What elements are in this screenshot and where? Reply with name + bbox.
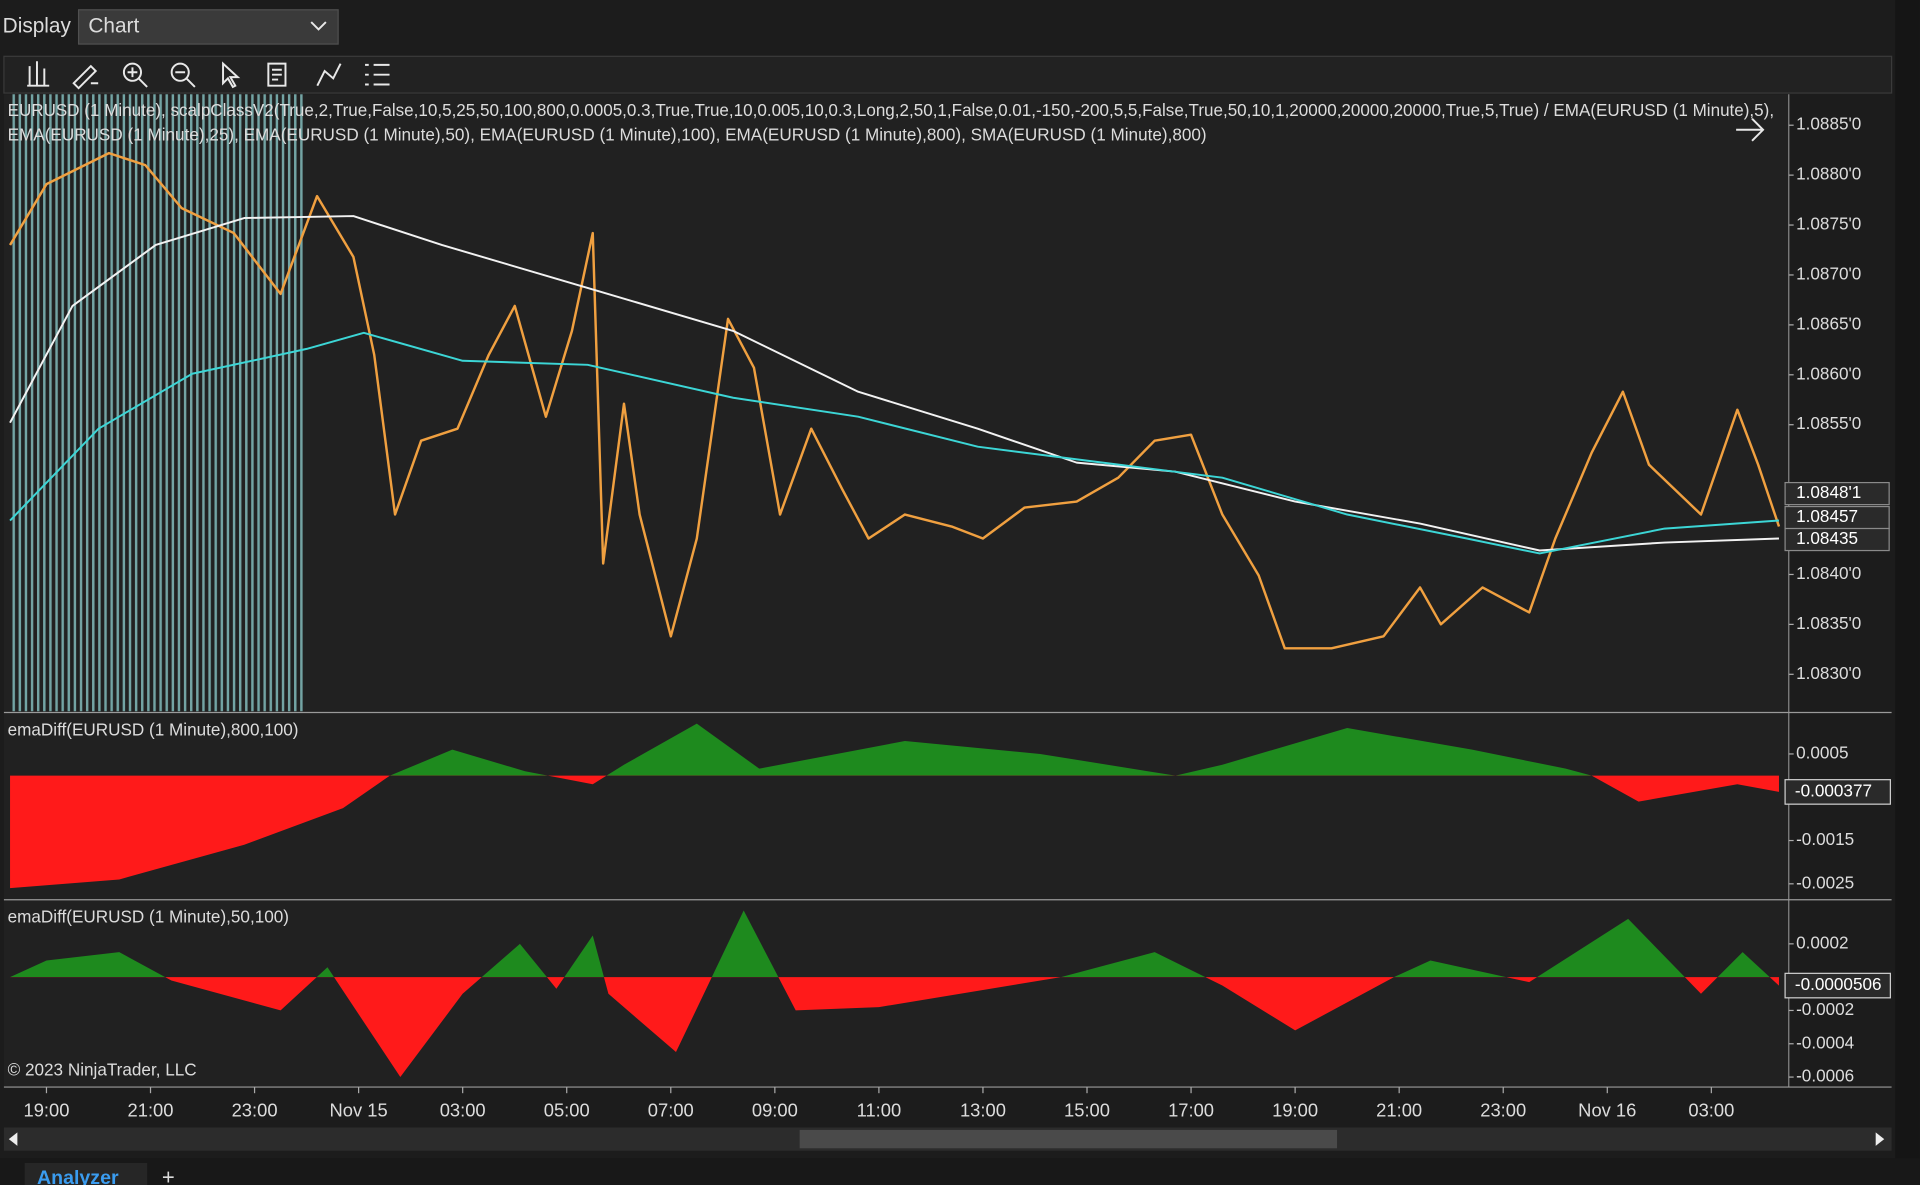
tab[interactable] — [24, 1162, 148, 1185]
y-tick-label: 0.0002 — [1796, 932, 1848, 952]
last-value-box — [1784, 972, 1891, 999]
y-tick-label: -0.0006 — [1796, 1066, 1854, 1086]
y-tick-label: -0.0015 — [1796, 829, 1854, 849]
scroll-left[interactable] — [8, 1132, 18, 1146]
y-tick-label: 1.0880'0 — [1796, 164, 1861, 184]
y-tick-label: 1.0870'0 — [1796, 263, 1861, 283]
display-dropdown[interactable] — [77, 9, 339, 45]
y-tick-label: 1.0840'0 — [1796, 563, 1861, 583]
x-tick-label: 09:00 — [752, 1099, 798, 1120]
last-value-label: 1.0848'1 — [1796, 482, 1861, 502]
add-tab[interactable]: + — [162, 1165, 175, 1185]
dropdown-chevron — [310, 21, 327, 31]
x-tick-label: 05:00 — [544, 1099, 590, 1120]
x-tick-label: 17:00 — [1168, 1099, 1214, 1120]
x-tick-label: 23:00 — [1480, 1099, 1526, 1120]
x-tick-label: Nov 15 — [330, 1099, 388, 1120]
last-value-box — [1784, 481, 1890, 506]
chart-toolbar — [3, 55, 1893, 94]
price-line — [8, 151, 1781, 650]
indicator-area — [10, 910, 1779, 1078]
x-tick-label: 03:00 — [1688, 1099, 1734, 1120]
tab-label[interactable]: Analyzer — [37, 1167, 119, 1185]
chart-title: EURUSD (1 Minute), scalpClassV2(True,2,T… — [8, 100, 1774, 120]
x-tick-label: 19:00 — [1272, 1099, 1318, 1120]
last-value-box — [1784, 779, 1891, 805]
price-axis-area — [1788, 94, 1892, 1088]
y-tick-label: -0.0025 — [1796, 872, 1854, 892]
pointer-icon[interactable] — [222, 61, 241, 89]
copyright: © 2023 NinjaTrader, LLC — [8, 1060, 197, 1080]
window-edge — [1895, 0, 1920, 1185]
x-tick-label: 03:00 — [440, 1099, 486, 1120]
x-tick-label: 11:00 — [857, 1099, 902, 1120]
bars-icon[interactable] — [27, 61, 50, 87]
y-tick-label: -0.0004 — [1796, 1032, 1855, 1052]
y-tick-label: 1.0885'0 — [1796, 114, 1861, 134]
last-value-label: 1.08457 — [1796, 506, 1858, 526]
x-tick-label: 15:00 — [1064, 1099, 1110, 1120]
strategy-icon[interactable] — [316, 63, 342, 87]
last-value-label: -0.000377 — [1795, 780, 1872, 800]
scrollbar-thumb[interactable] — [799, 1129, 1338, 1149]
indicator-area — [10, 723, 1779, 889]
draw-icon[interactable] — [72, 64, 99, 90]
data-box-icon[interactable] — [267, 62, 287, 87]
properties-icon[interactable] — [365, 63, 390, 86]
scroll-right[interactable] — [1875, 1132, 1885, 1146]
tab-bar — [0, 1158, 1920, 1185]
display-value: Chart — [88, 14, 139, 37]
x-tick-label: 13:00 — [960, 1099, 1006, 1120]
panel-title: emaDiff(EURUSD (1 Minute),50,100) — [8, 907, 289, 927]
y-tick-label: -0.0002 — [1796, 999, 1854, 1019]
y-tick-label: 1.0830'0 — [1796, 663, 1861, 683]
y-tick-label: 1.0875'0 — [1796, 214, 1861, 234]
zoom-in-glyph — [127, 67, 148, 88]
x-tick-label: 21:00 — [1376, 1099, 1422, 1120]
price-line — [9, 215, 1780, 552]
last-value-box — [1784, 527, 1890, 552]
scroll-right-arrow[interactable] — [1736, 118, 1765, 142]
x-tick-label: 23:00 — [232, 1099, 278, 1120]
y-tick-label: 1.0855'0 — [1796, 413, 1861, 433]
chart-marks: 1.0885'0 1.0880'0 1.0875'0 1.0870'0 1.0865'0… — [8, 114, 1891, 1120]
panel-title: emaDiff(EURUSD (1 Minute),800,100) — [8, 719, 299, 739]
x-tick-label: 07:00 — [648, 1099, 694, 1120]
x-tick-label: 19:00 — [23, 1099, 69, 1120]
toolbar-icons — [27, 61, 390, 90]
background-highlight — [12, 94, 304, 712]
display-label: Display — [3, 14, 72, 37]
x-tick-label: Nov 16 — [1578, 1099, 1636, 1120]
zoom-in-icon[interactable] — [122, 62, 143, 82]
zoom-out-icon[interactable] — [170, 62, 190, 82]
x-tick-label: 21:00 — [128, 1099, 174, 1120]
y-tick-label: 0.0005 — [1796, 742, 1848, 762]
last-value-label: 1.08435 — [1796, 528, 1858, 548]
y-tick-label: 1.0865'0 — [1796, 313, 1861, 333]
zoom-out-glyph — [175, 71, 196, 88]
chart-subtitle: EMA(EURUSD (1 Minute),25), EMA(EURUSD (1… — [8, 124, 1207, 144]
y-tick-label: 1.0835'0 — [1796, 613, 1861, 633]
price-line — [9, 331, 1780, 555]
last-value-label: -0.0000506 — [1795, 974, 1882, 994]
y-tick-label: 1.0860'0 — [1796, 363, 1861, 383]
